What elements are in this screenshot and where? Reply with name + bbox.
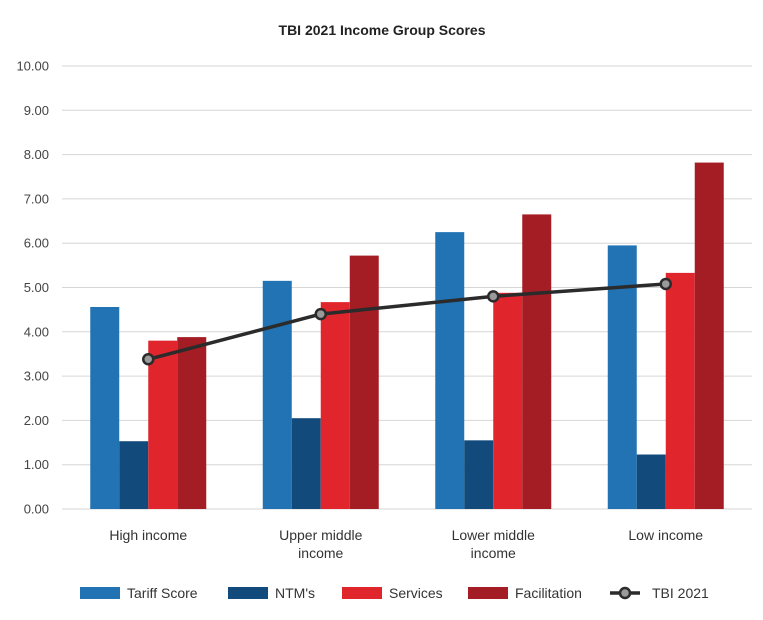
bars [90,162,724,510]
bar-services [665,272,695,509]
tbi-2021-point [314,307,327,321]
legend-item: Services [342,585,443,601]
legend-swatch [228,587,268,599]
legend-label: NTM's [275,585,315,601]
tbi-2021-point [487,290,500,303]
legend: Tariff Score NTM's Services Facilitation TBI… [80,585,709,601]
x-axis-categories: High income Upper middle income Lower middl… [109,527,703,561]
y-tick-label: 2.00 [24,413,49,428]
y-tick-label: 3.00 [24,369,49,384]
x-category-label: Lower middle [452,527,535,543]
bar-facilitation [694,162,724,509]
bar-tariff-score [90,306,120,509]
bar-services [320,302,350,509]
legend-item: Facilitation [468,585,582,601]
y-tick-label: 9.00 [24,103,49,118]
bar-facilitation [177,337,207,509]
chart-title: TBI 2021 Income Group Scores [279,22,486,38]
y-tick-label: 10.00 [16,59,49,74]
legend-item: NTM's [228,585,315,601]
y-tick-label: 6.00 [24,236,49,251]
bar-facilitation [349,255,379,509]
bar-services [148,340,178,509]
x-category-label: High income [109,527,187,543]
y-tick-label: 1.00 [24,457,49,472]
tbi-2021-line [147,282,666,361]
y-axis-ticks: 0.00 1.00 2.00 3.00 4.00 5.00 6.00 7.00 8.00 9.00… [16,59,49,517]
legend-label: Services [389,585,443,601]
legend-label: TBI 2021 [652,585,709,601]
legend-item: Tariff Score [80,585,198,601]
bar-facilitation [522,214,552,509]
legend-label: Facilitation [515,585,582,601]
y-tick-label: 0.00 [24,502,49,517]
x-category-label: income [471,545,516,561]
y-tick-label: 8.00 [24,147,49,162]
legend-swatch [468,587,508,599]
bar-tariff-score [435,232,465,509]
legend-label: Tariff Score [127,585,198,601]
y-tick-label: 7.00 [24,191,49,206]
x-category-label: Upper middle [279,527,362,543]
legend-item: TBI 2021 [610,585,709,601]
tbi-2021-point [659,277,672,291]
x-category-label: Low income [628,527,703,543]
y-tick-label: 5.00 [24,280,49,295]
bar-services [493,292,523,509]
tbi-line [142,277,672,366]
bar-tariff-score [262,280,292,509]
tbi-2021-point [142,353,155,366]
bar-ntm-s [464,440,494,509]
bar-ntm-s [119,441,149,509]
x-category-label: income [298,545,343,561]
bar-ntm-s [636,454,666,509]
y-tick-label: 4.00 [24,324,49,339]
legend-marker [618,586,632,600]
bar-ntm-s [291,418,321,509]
legend-swatch [342,587,382,599]
legend-swatch [80,587,120,599]
